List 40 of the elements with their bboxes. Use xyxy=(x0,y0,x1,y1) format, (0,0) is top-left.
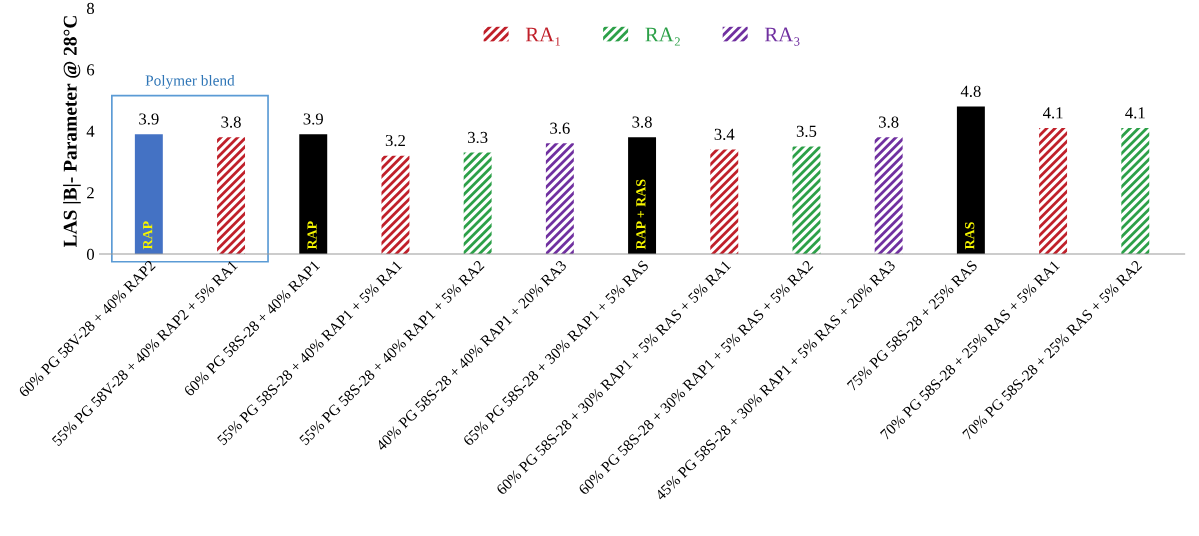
data-label: 3.3 xyxy=(468,131,488,144)
data-label: 3.8 xyxy=(632,116,652,128)
legend-label: RA₂ xyxy=(645,27,680,46)
bar xyxy=(134,134,163,255)
y-axis-title: LAS |B|- Parameter @ 28°C xyxy=(63,16,81,248)
data-label: 3.9 xyxy=(139,113,159,125)
data-label: 3.4 xyxy=(714,128,735,141)
data-label: 3.2 xyxy=(385,134,405,147)
bar xyxy=(299,134,328,255)
legend-label: RA₃ xyxy=(764,27,800,46)
y-tick-label: 2 xyxy=(87,187,94,199)
annotation: RAP xyxy=(143,221,153,250)
y-tick-label: 0 xyxy=(86,248,95,261)
annotation: RAS xyxy=(965,222,975,250)
data-label: 3.5 xyxy=(796,125,817,137)
data-label: 4.8 xyxy=(960,85,981,97)
bar xyxy=(792,146,821,255)
bar xyxy=(1039,127,1068,255)
bar xyxy=(1121,127,1150,255)
annotation: Polymer blend xyxy=(145,74,235,89)
data-label: 4.1 xyxy=(1125,107,1145,119)
data-label: 3.8 xyxy=(221,116,241,128)
data-label: 4.1 xyxy=(1042,107,1063,119)
bar xyxy=(217,137,246,255)
bar xyxy=(628,137,657,255)
data-label: 3.8 xyxy=(879,116,899,128)
annotation: RAP xyxy=(307,221,317,250)
data-label: 3.9 xyxy=(303,113,323,125)
y-tick-label: 4 xyxy=(86,125,95,137)
bar xyxy=(463,152,492,255)
bar xyxy=(545,143,574,255)
bar xyxy=(381,155,410,255)
y-tick-label: 6 xyxy=(87,64,95,76)
bar xyxy=(874,137,903,255)
y-tick-label: 8 xyxy=(86,2,95,14)
bar xyxy=(710,149,739,255)
annotation: RAP + RAS xyxy=(636,179,646,250)
data-label: 3.6 xyxy=(550,122,570,134)
bar xyxy=(956,106,985,255)
legend-label: RA₁ xyxy=(525,27,561,46)
